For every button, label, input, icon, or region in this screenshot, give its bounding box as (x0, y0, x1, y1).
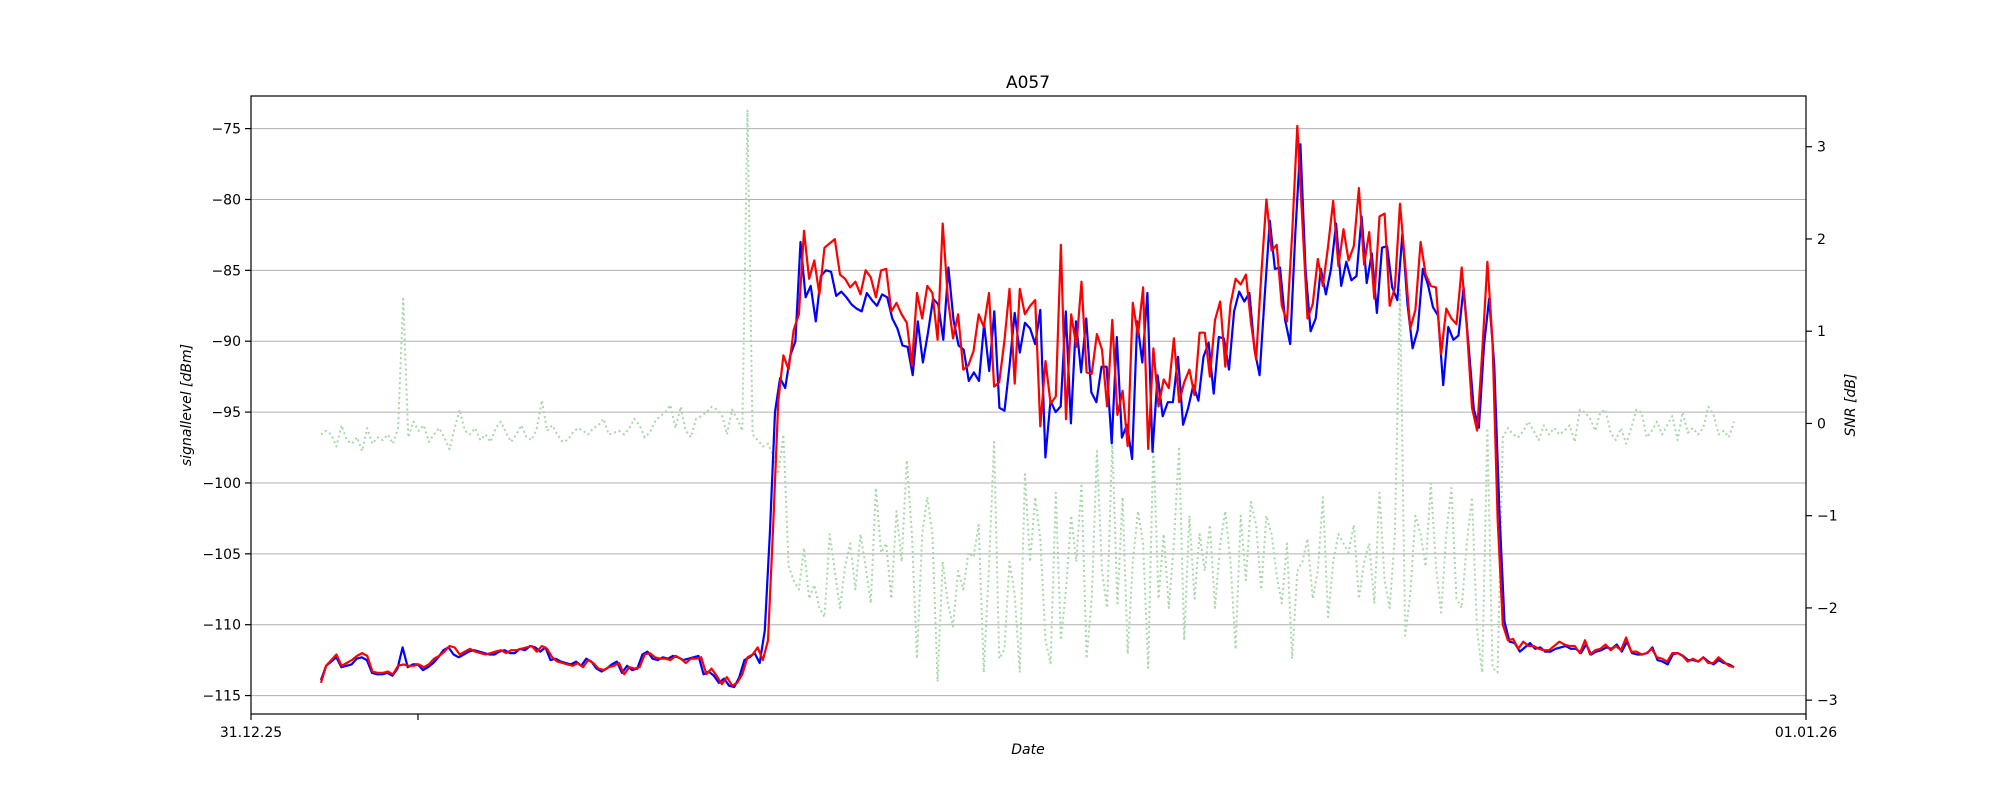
y-gridlines (251, 128, 1806, 697)
signal-series-blue-line (319, 143, 1735, 689)
y2-tick-label: 2 (1817, 232, 1826, 248)
snr-series-line (320, 108, 1735, 683)
y2-tick-label: 3 (1817, 140, 1826, 156)
y2-axis-label: SNR [dB] (1843, 374, 1859, 437)
y-tick-label: −100 (203, 476, 241, 492)
y-tick-label: −115 (203, 689, 241, 705)
y2-tick-label: 0 (1817, 416, 1826, 432)
plot-frame (250, 95, 1807, 715)
y-axis-label: signallevel [dBm] (179, 344, 195, 466)
y-tick-label: −110 (203, 618, 241, 634)
signal-series-red-line (319, 124, 1735, 687)
y2-tick-label: −2 (1817, 601, 1838, 617)
y-axis-right: −3 −2 −1 0 1 2 3 (1806, 140, 1838, 709)
chart-title: A057 (1006, 73, 1050, 93)
y-tick-label: −80 (211, 192, 241, 208)
x-axis: 31.12.25 01.01.26 (220, 714, 1837, 741)
y2-tick-label: −1 (1817, 509, 1838, 525)
x-tick-label-start: 31.12.25 (220, 725, 282, 741)
y-tick-label: −85 (211, 263, 241, 279)
y-tick-label: −75 (211, 122, 241, 138)
series-layer (319, 108, 1735, 689)
y-tick-label: −90 (211, 334, 241, 350)
y-axis-left: −115 −110 −105 −100 −95 −90 −85 −80 −75 (203, 122, 251, 705)
y2-tick-label: 1 (1817, 324, 1826, 340)
x-axis-label: Date (1011, 742, 1044, 758)
y-tick-label: −105 (203, 547, 241, 563)
y-tick-label: −95 (211, 405, 241, 421)
x-tick-label-end: 01.01.26 (1775, 725, 1837, 741)
y2-tick-label: −3 (1817, 693, 1838, 709)
